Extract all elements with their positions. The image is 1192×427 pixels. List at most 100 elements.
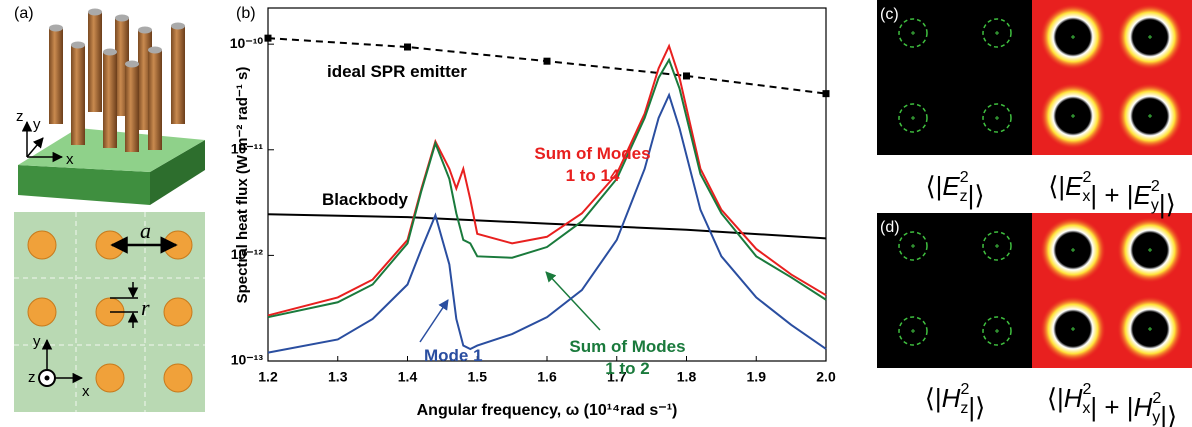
rod (88, 12, 102, 112)
axis-letter: y (33, 333, 41, 350)
dashed-ring (982, 231, 1012, 261)
dashed-ring (898, 231, 928, 261)
point-marker (683, 72, 690, 80)
dashed-ring (898, 316, 928, 346)
x-tick-label: 1.7 (607, 369, 627, 385)
rod-cap (49, 24, 63, 32)
center-mark (1148, 114, 1152, 118)
subscript: z (960, 188, 968, 205)
rod-cap (171, 22, 185, 30)
point-marker (264, 34, 272, 42)
bracket-close: |⟩ (968, 392, 985, 422)
field-map-dark (877, 0, 1032, 155)
lattice-diagram (14, 212, 205, 412)
series-label: Mode 1 (424, 346, 483, 365)
field-caption: ⟨|E2 x| + |E2 y|⟩ (1048, 169, 1175, 219)
center-mark (995, 244, 999, 248)
subscript: y (1152, 409, 1160, 426)
x-tick-label: 1.6 (537, 369, 557, 385)
axes-3d (21, 120, 64, 163)
x-tick-label: 2.0 (816, 369, 836, 385)
rod-cap (88, 8, 102, 16)
x-tick-label: 1.9 (747, 369, 767, 385)
dashed-ring (982, 316, 1012, 346)
center-mark (1071, 114, 1075, 118)
y-tick-label: 10⁻¹³ (231, 352, 264, 368)
center-mark (911, 116, 915, 120)
superscript: 2 (1083, 169, 1092, 186)
series-label: Sum of Modes 1 to 2 (569, 337, 686, 378)
rod-cap (125, 60, 139, 68)
center-mark (1071, 327, 1075, 331)
annotation-arrow (419, 299, 449, 343)
superscript: 2 (960, 169, 969, 186)
subscript: z (960, 400, 968, 417)
rod-cap (148, 46, 162, 54)
center-mark (995, 329, 999, 333)
x-tick-label: 1.3 (328, 369, 348, 385)
annotation-arrow (545, 271, 601, 331)
y-tick-label: 10⁻¹⁰ (230, 35, 264, 51)
field-caption: ⟨|E2 z|⟩ (925, 169, 984, 210)
series-line (267, 213, 827, 240)
joiner: | + | (1090, 392, 1133, 422)
rod (71, 45, 85, 145)
rod (103, 52, 117, 148)
field-map-dark (877, 213, 1032, 368)
superscript: 2 (1151, 178, 1160, 195)
center-mark (1071, 35, 1075, 39)
y-tick-label: 10⁻¹² (231, 246, 264, 262)
center-mark (911, 31, 915, 35)
rod-cap (71, 41, 85, 49)
center-mark (1071, 248, 1075, 252)
center-mark (995, 31, 999, 35)
point-marker (822, 90, 830, 98)
bracket-close: |⟩ (968, 180, 985, 210)
symbol: H (1134, 392, 1153, 422)
panel-label: (d) (880, 219, 900, 236)
center-mark (1148, 248, 1152, 252)
dashed-ring (898, 103, 928, 133)
x-tick-label: 1.8 (677, 369, 697, 385)
panel-label: (c) (880, 6, 899, 23)
y-tick-label: 10⁻¹¹ (231, 140, 264, 156)
panel-label: (b) (236, 5, 256, 22)
subscript: y (1151, 197, 1159, 214)
rod-cap (103, 48, 117, 56)
joiner: | + | (1090, 180, 1133, 210)
dashed-ring (898, 18, 928, 48)
series-line (267, 57, 827, 319)
center-mark (1148, 35, 1152, 39)
symbol: E (1065, 171, 1083, 201)
field-maps (877, 0, 1192, 368)
x-axis-label: Angular frequency, ω (10¹⁴rad s⁻¹) (417, 402, 678, 419)
series-label: Blackbody (322, 190, 408, 209)
point-marker (543, 57, 551, 65)
axis-letter: x (82, 383, 90, 400)
field-caption: ⟨|H2 z|⟩ (925, 381, 986, 422)
rod-array-3d (18, 8, 205, 205)
axis-letter: y (33, 116, 41, 133)
x-tick-label: 1.5 (468, 369, 488, 385)
symbol: E (942, 171, 960, 201)
axis-letter: z (16, 108, 24, 125)
bracket-close: |⟩ (1159, 189, 1176, 219)
bracket-close: |⟩ (1160, 401, 1177, 427)
x-tick-label: 1.2 (258, 369, 278, 385)
bracket-open: ⟨| (925, 383, 942, 413)
series-label: Sum of Modes 1 to 14 (534, 144, 651, 185)
center-mark (995, 116, 999, 120)
center-mark (911, 244, 915, 248)
rod (171, 26, 185, 124)
point-marker (404, 43, 411, 51)
subscript: x (1082, 400, 1090, 417)
superscript: 2 (1152, 390, 1161, 407)
radius-symbol: r (141, 295, 150, 320)
field-caption: ⟨|H2 x| + |H2 y|⟩ (1047, 381, 1177, 427)
panel-label: (a) (14, 5, 34, 22)
superscript: 2 (960, 381, 969, 398)
dashed-ring (982, 103, 1012, 133)
rod-cap (138, 26, 152, 34)
